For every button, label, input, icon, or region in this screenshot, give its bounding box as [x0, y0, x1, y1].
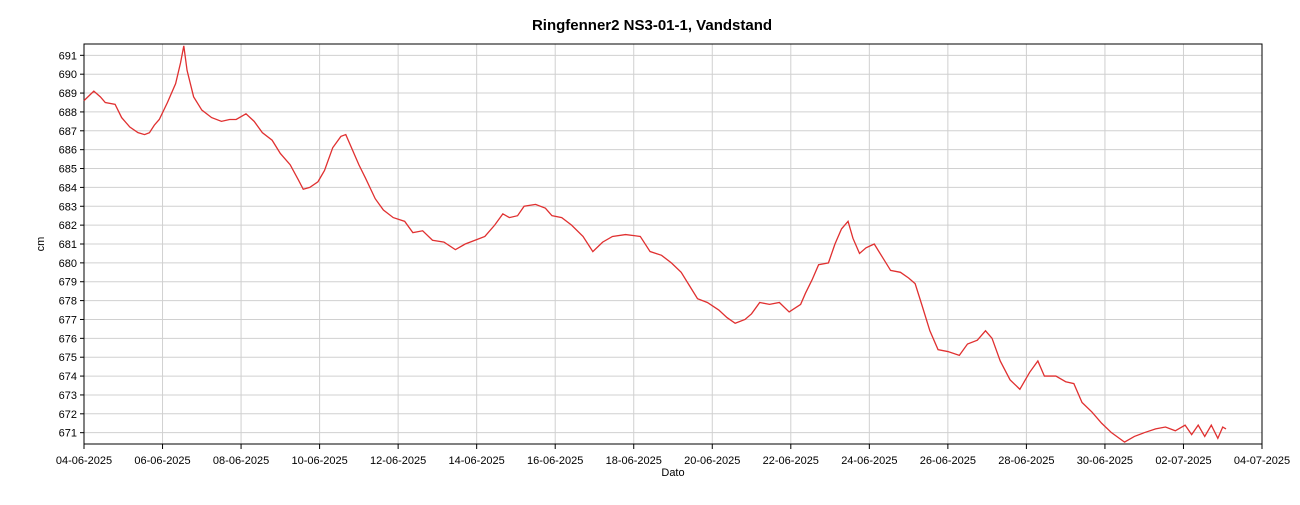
y-tick-label: 678	[59, 296, 77, 308]
y-tick-label: 677	[59, 314, 77, 326]
y-tick-label: 673	[59, 390, 77, 402]
y-tick-label: 682	[59, 220, 77, 232]
y-tick-label: 679	[59, 277, 77, 289]
x-tick-label: 12-06-2025	[370, 455, 426, 467]
y-tick-label: 688	[59, 107, 77, 119]
data-line	[83, 45, 1227, 443]
plot-frame	[83, 43, 1263, 445]
y-tick-label: 690	[59, 69, 77, 81]
x-tick-label: 28-06-2025	[998, 455, 1054, 467]
y-tick-label: 674	[59, 371, 77, 383]
y-tick-label: 689	[59, 88, 77, 100]
y-tick-label: 684	[59, 182, 77, 194]
x-tick-label: 10-06-2025	[291, 455, 347, 467]
x-tick-label: 24-06-2025	[841, 455, 897, 467]
y-tick-label: 685	[59, 164, 77, 176]
y-tick-label: 680	[59, 258, 77, 270]
x-tick-label: 26-06-2025	[920, 455, 976, 467]
y-tick-label: 672	[59, 409, 77, 421]
x-tick-label: 08-06-2025	[213, 455, 269, 467]
x-tick-label: 18-06-2025	[606, 455, 662, 467]
y-tick-label: 681	[59, 239, 77, 251]
y-axis-label: cm	[35, 237, 47, 252]
y-tick-label: 683	[59, 201, 77, 213]
y-tick-label: 686	[59, 145, 77, 157]
x-axis-label: Dato	[661, 467, 684, 479]
y-tick-label: 676	[59, 333, 77, 345]
y-tick-label: 691	[59, 50, 77, 62]
x-tick-label: 20-06-2025	[684, 455, 740, 467]
chart-title: Ringfenner2 NS3-01-1, Vandstand	[532, 17, 772, 34]
x-tick-label: 06-06-2025	[134, 455, 190, 467]
x-tick-label: 16-06-2025	[527, 455, 583, 467]
y-tick-label: 675	[59, 352, 77, 364]
y-tick-label: 671	[59, 428, 77, 440]
x-tick-label: 22-06-2025	[763, 455, 819, 467]
y-tick-label: 687	[59, 126, 77, 138]
x-tick-label: 30-06-2025	[1077, 455, 1133, 467]
x-tick-label: 14-06-2025	[449, 455, 505, 467]
x-tick-label: 04-07-2025	[1234, 455, 1290, 467]
x-tick-label: 02-07-2025	[1155, 455, 1211, 467]
x-tick-label: 04-06-2025	[56, 455, 112, 467]
